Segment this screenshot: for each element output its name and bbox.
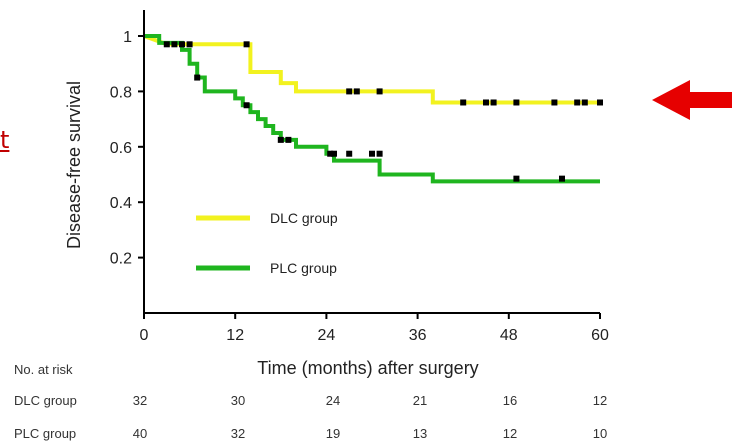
red-arrow-indicator: [652, 80, 732, 120]
arrow-shaft: [688, 92, 732, 108]
risk-plc-24: 19: [326, 426, 340, 441]
censor-mark-dlc: [346, 88, 353, 95]
x-tick-label: 24: [318, 327, 336, 344]
risk-row-label-plc: PLC group: [14, 426, 76, 441]
x-tick-label: 60: [591, 327, 609, 344]
axes-layer: [143, 10, 600, 314]
x-tick-label: 48: [500, 327, 518, 344]
risk-plc-36: 13: [413, 426, 427, 441]
censor-mark-plc: [346, 150, 353, 157]
censor-mark-dlc: [490, 99, 497, 106]
y-tick-label: 1: [123, 29, 132, 46]
curves-layer: [143, 34, 600, 184]
censor-mark-dlc: [171, 41, 178, 48]
risk-table: No. at risk DLC group PLC group 32 30 24…: [14, 362, 607, 441]
risk-plc-48: 12: [503, 426, 517, 441]
y-tick-label: 0.6: [110, 140, 132, 157]
censor-mark-plc: [285, 136, 292, 143]
x-tick-label: 12: [226, 327, 244, 344]
legend: DLC group PLC group: [196, 210, 338, 276]
y-axis-label: Disease-free survival: [64, 81, 84, 249]
censor-mark-dlc: [243, 41, 250, 48]
censor-mark-dlc: [581, 99, 588, 106]
censor-mark-plc: [243, 102, 250, 109]
series-line-dlc: [143, 34, 600, 105]
risk-dlc-12: 30: [231, 393, 245, 408]
y-tick-label: 0.2: [110, 251, 132, 268]
series-line-plc: [144, 34, 600, 184]
censor-mark-dlc: [574, 99, 581, 106]
censor-mark-plc: [194, 74, 201, 81]
ticks-layer: 0 12 24 36 48 60 0.2 0.4 0.6 0.8 1: [110, 29, 609, 344]
censor-mark-plc: [277, 136, 284, 143]
y-tick-label: 0.8: [110, 84, 132, 101]
censor-mark-plc: [513, 175, 520, 182]
risk-table-title: No. at risk: [14, 362, 73, 377]
risk-dlc-48: 16: [503, 393, 517, 408]
risk-dlc-36: 21: [413, 393, 427, 408]
censor-mark-dlc: [460, 99, 467, 106]
risk-dlc-24: 24: [326, 393, 340, 408]
y-tick-label: 0.4: [110, 195, 132, 212]
censor-mark-dlc: [551, 99, 558, 106]
risk-plc-0: 40: [133, 426, 147, 441]
legend-label-plc: PLC group: [270, 260, 337, 276]
risk-dlc-60: 12: [593, 393, 607, 408]
censor-mark-plc: [559, 175, 565, 182]
censor-mark-dlc: [163, 41, 170, 48]
x-tick-label: 0: [140, 327, 149, 344]
legend-label-dlc: DLC group: [270, 210, 338, 226]
censor-mark-plc: [327, 150, 334, 157]
censor-mark-plc: [376, 150, 383, 157]
risk-plc-60: 10: [593, 426, 607, 441]
censor-mark-plc: [369, 150, 375, 157]
censor-mark-plc: [331, 150, 337, 157]
censor-mark-dlc: [186, 41, 193, 48]
risk-row-label-dlc: DLC group: [14, 393, 77, 408]
risk-plc-12: 32: [231, 426, 245, 441]
censor-mark-dlc: [597, 99, 603, 106]
censor-mark-dlc: [376, 88, 383, 95]
risk-dlc-0: 32: [133, 393, 147, 408]
censor-marks-layer: [163, 41, 603, 182]
censor-mark-dlc: [483, 99, 489, 106]
censor-mark-dlc: [513, 99, 520, 106]
censor-mark-dlc: [179, 41, 185, 48]
x-axis-label: Time (months) after surgery: [257, 358, 478, 378]
x-tick-label: 36: [409, 327, 427, 344]
cropped-text-fragment: t: [0, 126, 10, 154]
censor-mark-dlc: [353, 88, 360, 95]
arrow-head: [652, 80, 690, 120]
